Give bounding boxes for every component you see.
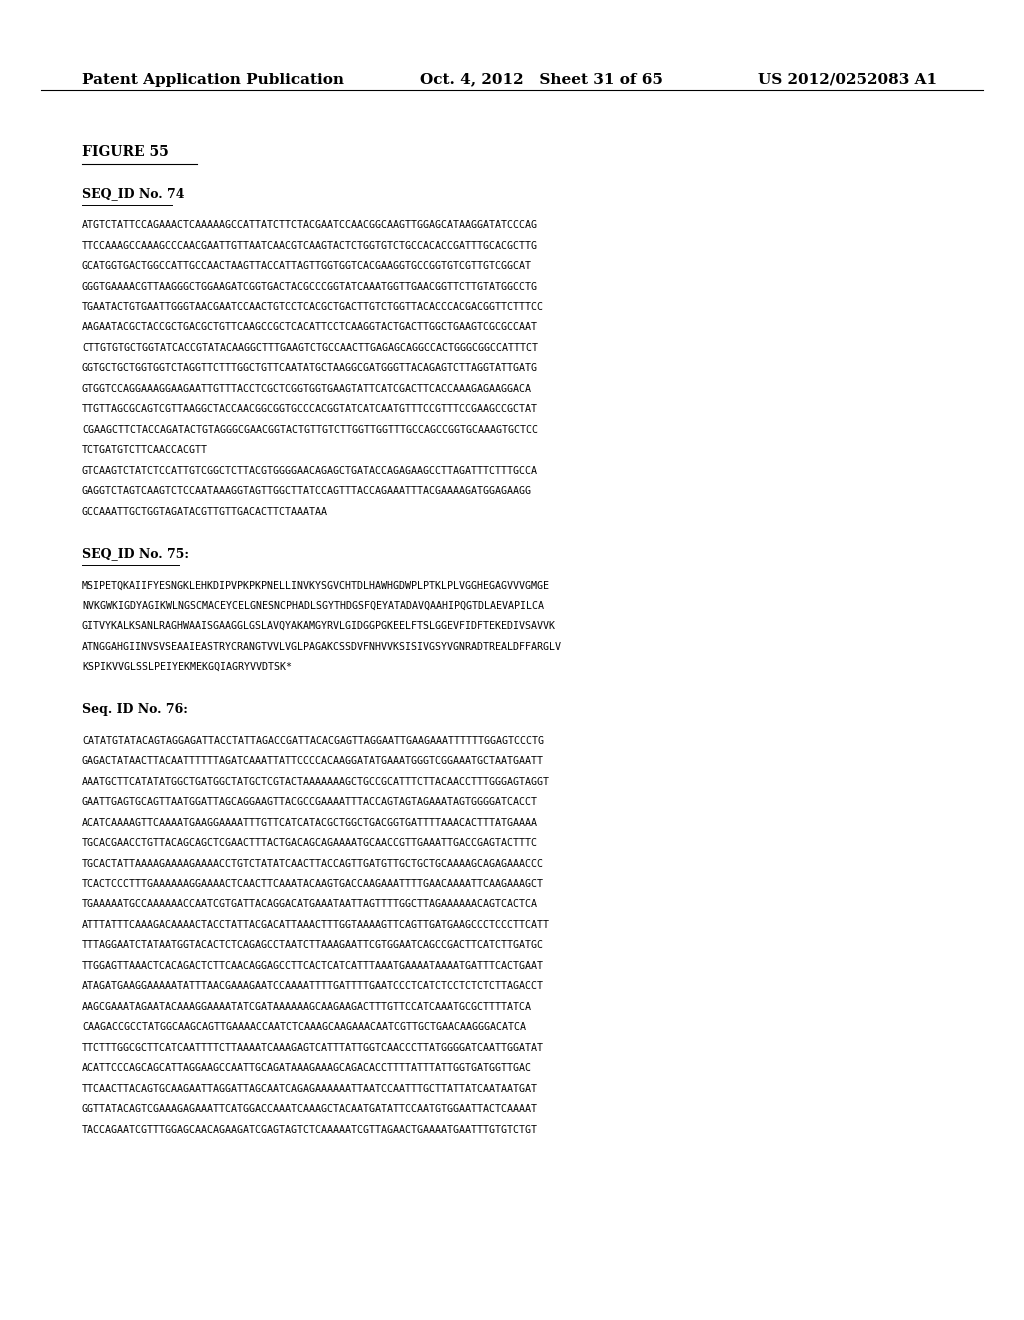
Text: CGAAGCTTCTACCAGATACTGTAGGGCGAACGGTACTGTTGTCTTGGTTGGTTTGCCAGCCGGTGCAAAGTGCTCC: CGAAGCTTCTACCAGATACTGTAGGGCGAACGGTACTGTT… [82, 425, 538, 434]
Text: ATAGATGAAGGAAAAATATTTAACGAAAGAATCCAAAATTTTGATTTTGAATCCCTCATCTCCTCTCTCTTAGACCT: ATAGATGAAGGAAAAATATTTAACGAAAGAATCCAAAATT… [82, 981, 544, 991]
Text: ACATCAAAAGTTCAAAATGAAGGAAAATTTGTTCATCATACGCTGGCTGACGGTGATTTTAAACACTTTATGAAAА: ACATCAAAAGTTCAAAATGAAGGAAAATTTGTTCATCATA… [82, 817, 538, 828]
Text: ATTTATTTCAAAGACAAAACTACCTATTACGACATTAAACTTTGGTAAAAGTTCAGTTGATGAAGCCCTCCCTTCATT: ATTTATTTCAAAGACAAAACTACCTATTACGACATTAAAC… [82, 920, 550, 929]
Text: TGAATACTGTGAATTGGGTAACGAATCCAACTGTCCTCACGCTGACTTGTCTGGTTACACCCACGACGGTTCTTTCC: TGAATACTGTGAATTGGGTAACGAATCCAACTGTCCTCAC… [82, 302, 544, 312]
Text: GTGGTCCAGGAAAGGAAGAATTGTTTACCTCGCTCGGTGGTGAAGTATTCATCGACTTCACCAAAGAGAAGGACA: GTGGTCCAGGAAAGGAAGAATTGTTTACCTCGCTCGGTGG… [82, 384, 531, 393]
Text: TGCACTATTAAAAGAAAAGAAAACCTGTCTATATCAACTTACCAGTTGATGTTGCTGCTGCAAAAGCAGAGAAACCC: TGCACTATTAAAAGAAAAGAAAACCTGTCTATATCAACTT… [82, 858, 544, 869]
Text: TACCAGAATCGTTTGGAGCAACAGAAGATCGAGTAGTCTCAAAAATCGTTAGAACTGAAAATGAATTTGTGTCTGT: TACCAGAATCGTTTGGAGCAACAGAAGATCGAGTAGTCTC… [82, 1125, 538, 1134]
Text: TCTGATGTCTTCAACCACGTT: TCTGATGTCTTCAACCACGTT [82, 445, 208, 455]
Text: CTTGTGTGCTGGTATCACCGTATACAAGGCTTTGAAGTCTGCCAACTTGAGAGCAGGCCACTGGGCGGCCATTTCT: CTTGTGTGCTGGTATCACCGTATACAAGGCTTTGAAGTCT… [82, 343, 538, 352]
Text: AAGCGAAATAGAATACAAAGGAAAATATCGATAAAAAAGCAAGAAGACTTTGTTCCATCAAATGCGCTTTTATCA: AAGCGAAATAGAATACAAAGGAAAATATCGATAAAAAAGC… [82, 1002, 531, 1011]
Text: TTCAACTTACAGTGCAAGAATTAGGATTAGCAATCAGAGAAAAAATTAATCCAATTTGCTTATTATCAATAATGAT: TTCAACTTACAGTGCAAGAATTAGGATTAGCAATCAGAGA… [82, 1084, 538, 1093]
Text: AAATGCTTCATATATGGCTGATGGCTATGCTCGTACTAAAAAAAGCTGCCGCATTTCTTACAACCTTTGGGAGTAGGT: AAATGCTTCATATATGGCTGATGGCTATGCTCGTACTAAA… [82, 776, 550, 787]
Text: SEQ_ID No. 74: SEQ_ID No. 74 [82, 187, 184, 201]
Text: CATATGTATACAGTAGGAGATTACCTATTAGACCGATTACACGAGTTAGGAATTGAAGAAATTTTTTGGAGTCCCTG: CATATGTATACAGTAGGAGATTACCTATTAGACCGATTAC… [82, 735, 544, 746]
Text: GCCAAATTGCTGGTAGATACGTTGTTGACACTTCTAAATAA: GCCAAATTGCTGGTAGATACGTTGTTGACACTTCTAAATA… [82, 507, 328, 516]
Text: GGTTATACAGTCGAAAGAGAAATTCATGGACCAAATCAAAGCTACAATGATATTCCAATGTGGAATTACTCAAAAT: GGTTATACAGTCGAAAGAGAAATTCATGGACCAAATCAAA… [82, 1104, 538, 1114]
Text: ATGTCTATTCCAGAAACTCAAAAAGCCATTATCTTCTACGAATCCAACGGCAAGTTGGAGCATAAGGATATCCCAG: ATGTCTATTCCAGAAACTCAAAAAGCCATTATCTTCTACG… [82, 220, 538, 230]
Text: AAGAATACGCTACCGCTGACGCTGTTCAAGCCGCTCACATTCCTCAAGGTACTGACTTGGCTGAAGTCGCGCCAAT: AAGAATACGCTACCGCTGACGCTGTTCAAGCCGCTCACAT… [82, 322, 538, 333]
Text: Oct. 4, 2012   Sheet 31 of 65: Oct. 4, 2012 Sheet 31 of 65 [420, 73, 663, 87]
Text: TTGTTAGCGCAGTCGTTAAGGCTACCAACGGCGGTGCCCACGGTATCATCAATGTTTCCGTTTCCGAAGCCGCTAT: TTGTTAGCGCAGTCGTTAAGGCTACCAACGGCGGTGCCCA… [82, 404, 538, 414]
Text: TTGGAGTTAAACTCACAGACTCTTCAACAGGAGCCTTCACTCATCATTTAAATGAAAATAAAATGATTTCACTGAAT: TTGGAGTTAAACTCACAGACTCTTCAACAGGAGCCTTCAC… [82, 961, 544, 970]
Text: GTCAAGTCTATCTCCATTGTCGGCTCTTACGTGGGGAACAGAGCTGATACCAGAGAAGCCTTAGATTTCTTTGCCA: GTCAAGTCTATCTCCATTGTCGGCTCTTACGTGGGGAACA… [82, 466, 538, 475]
Text: TTCCAAAGCCAAAGCCCAACGAATTGTTAATCAACGTCAAGTACTCTGGTGTCTGCCACACCGATTTGCACGCTTG: TTCCAAAGCCAAAGCCCAACGAATTGTTAATCAACGTCAA… [82, 240, 538, 251]
Text: TTTAGGAATCTATAATGGTACACTCTCAGAGCCTAATCTTAAAGAATTCGTGGAATCAGCCGACTTCATCTTGATGC: TTTAGGAATCTATAATGGTACACTCTCAGAGCCTAATCTT… [82, 940, 544, 950]
Text: KSPIKVVGLSSLPEIYEKMEKGQIAGRYVVDTSK*: KSPIKVVGLSSLPEIYEKMEKGQIAGRYVVDTSK* [82, 663, 292, 672]
Text: TCACTCCCTTTGAAAAAAGGAAAACTCAACTTCAAATACAAGTGACCAAGAAATTTTGAACAAAATTCAAGAAAGCT: TCACTCCCTTTGAAAAAAGGAAAACTCAACTTCAAATACA… [82, 879, 544, 888]
Text: FIGURE 55: FIGURE 55 [82, 145, 169, 160]
Text: US 2012/0252083 A1: US 2012/0252083 A1 [758, 73, 937, 87]
Text: GAATTGAGTGCAGTTAATGGATTAGCAGGAAGTTACGCCGAAAATTTACCAGTAGTAGAAATAGТGGGGATCACCT: GAATTGAGTGCAGTTAATGGATTAGCAGGAAGTTACGCCG… [82, 797, 538, 807]
Text: TGAAAAATGCCAAAAAACCAATCGTGATTACAGGACATGAAATAATTAGTTTTGGCTTAGAAAAAACAGTCACTCA: TGAAAAATGCCAAAAAACCAATCGTGATTACAGGACATGA… [82, 899, 538, 909]
Text: ACATTCCCAGCAGCATTAGGAAGCCAATTGCAGATAAAGAAAGCAGACACCTTTTATTTATTGGTGATGGTTGAC: ACATTCCCAGCAGCATTAGGAAGCCAATTGCAGATAAAGA… [82, 1063, 531, 1073]
Text: ATNGGAHGIINVSVSEAAIEASTRYCRANGTVVLVGLPAGAKCSSDVFNHVVKSISIVGSYVGNRADTREALDFFARGLV: ATNGGAHGIINVSVSEAAIEASTRYCRANGTVVLVGLPAG… [82, 642, 562, 652]
Text: SEQ_ID No. 75:: SEQ_ID No. 75: [82, 548, 188, 561]
Text: CAAGACCGCCTATGGCAAGCAGTTGAAAACCAATCTCAAAGCAAGAAACAATCGTTGCTGAACAAGGGACATCA: CAAGACCGCCTATGGCAAGCAGTTGAAAACCAATCTCAAA… [82, 1022, 526, 1032]
Text: GGGTGAAAACGTTAAGGGCTGGAAGATCGGTGACTACGCCCGGTATCAAATGGTTGAACGGTTCTTGTATGGCCTG: GGGTGAAAACGTTAAGGGCTGGAAGATCGGTGACTACGCC… [82, 281, 538, 292]
Text: GGTGCTGCTGGTGGTCTAGGTTCTTTGGCTGTTCAATATGCTAAGGCGATGGGTTACAGAGTCTTAGGTATTGATG: GGTGCTGCTGGTGGTCTAGGTTCTTTGGCTGTTCAATATG… [82, 363, 538, 374]
Text: GAGACTATAACTTACAATTTTTTAGATCAAATTATTCCCCACAAGGATATGAAATGGGTCGGAAATGCTAATGAATT: GAGACTATAACTTACAATTTTTTAGATCAAATTATTCCCC… [82, 756, 544, 766]
Text: GAGGTCTAGTCAAGTCTCCAATAAAGGTAGTTGGCTTATCCAGTTTACCAGAAATTTACGAAAAGATGGAGAAGG: GAGGTCTAGTCAAGTCTCCAATAAAGGTAGTTGGCTTATC… [82, 486, 531, 496]
Text: TTCTTTGGCGCTTCATCAATTTTCTTAAAATCAAAGAGTCATTTATTGGTCAACCCTTATGGGGATCAATTGGATAT: TTCTTTGGCGCTTCATCAATTTTCTTAAAATCAAAGAGTC… [82, 1043, 544, 1052]
Text: Seq. ID No. 76:: Seq. ID No. 76: [82, 704, 187, 715]
Text: GCATGGTGACTGGCCATTGCCAACTAAGTTACCATTAGTTGGTGGTCACGAAGGTGCCGGTGTCGTTGTCGGCAT: GCATGGTGACTGGCCATTGCCAACTAAGTTACCATTAGTT… [82, 261, 531, 271]
Text: TGCACGAACCTGTTACAGCAGCTCGAACTTTACTGACAGCAGAAAATGCAACCGTTGAAATTGACCGAGTACTTTC: TGCACGAACCTGTTACAGCAGCTCGAACTTTACTGACAGC… [82, 838, 538, 847]
Text: NVKGWKIGDYAGIKWLNGSCMACEYCELGNESNCPHADLSGYTHDGSFQEYATADAVQAAHIPQGTDLAEVAPILCA: NVKGWKIGDYAGIKWLNGSCMACEYCELGNESNCPHADLS… [82, 601, 544, 611]
Text: GITVYKALKSANLRAGHWAAISGAAGGLGSLAVQYAKAMGYRVLGIDGGPGKEELFTSLGGEVFIDFTEKEDIVSAVVK: GITVYKALKSANLRAGHWAAISGAAGGLGSLAVQYAKAMG… [82, 622, 556, 631]
Text: Patent Application Publication: Patent Application Publication [82, 73, 344, 87]
Text: MSIPETQKAIIFYESNGKLEHKDIPVPKPKPNELLINVKYSGVCHTDLHAWHGDWPLPTKLPLVGGHEGAGVVVGMGE: MSIPETQKAIIFYESNGKLEHKDIPVPKPKPNELLINVKY… [82, 581, 550, 590]
